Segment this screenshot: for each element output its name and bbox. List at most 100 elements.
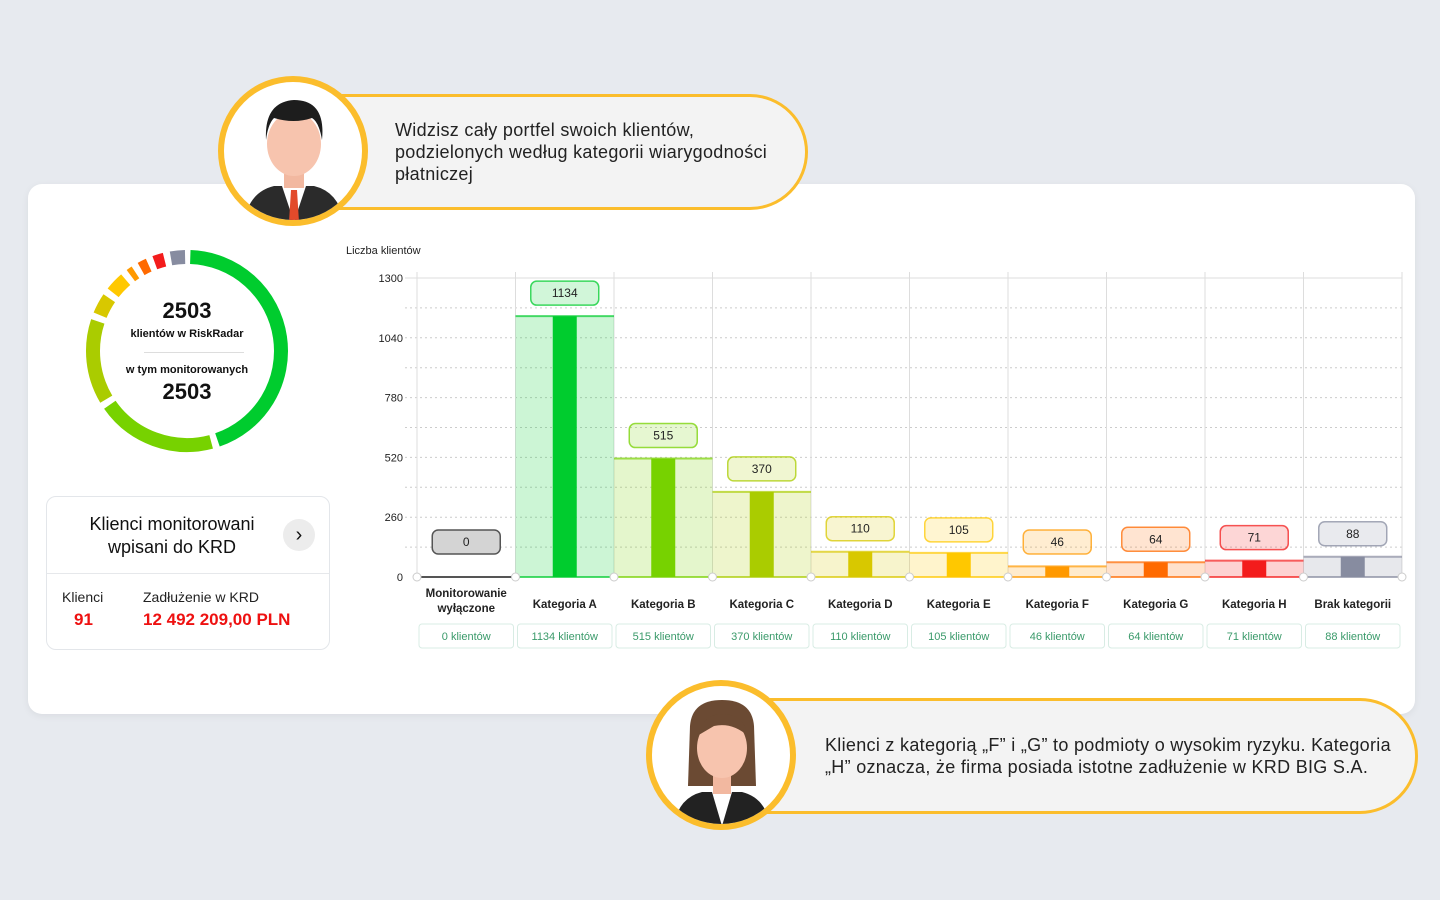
donut-segment — [107, 274, 131, 298]
category-label: Kategoria E — [927, 599, 991, 611]
bar — [1045, 566, 1070, 577]
krd-summary-card[interactable]: Klienci monitorowani wpisani do KRD › Kl… — [46, 496, 330, 650]
count-label-box — [812, 623, 908, 649]
count-label-box — [418, 623, 514, 649]
category-label-line: Kategoria E — [927, 599, 991, 611]
count-label: 370 klientów — [731, 631, 792, 643]
donut-segment — [104, 400, 213, 452]
y-tick-label: 260 — [385, 512, 403, 524]
count-label-box — [615, 623, 711, 649]
count-label-box — [911, 623, 1007, 649]
value-label-box — [628, 422, 698, 449]
businesswoman-avatar — [646, 680, 796, 830]
donut-ring — [86, 250, 288, 452]
total-clients: 2503 — [162, 298, 212, 323]
axis-node — [511, 572, 520, 582]
y-tick-label: 1040 — [379, 333, 403, 345]
value-label: 105 — [949, 523, 969, 537]
monitored-clients: 2503 — [162, 379, 212, 404]
bar — [1340, 556, 1365, 577]
donut-segment — [126, 266, 140, 282]
count-label: 515 klientów — [633, 631, 694, 643]
bar — [552, 316, 577, 577]
donut-segment — [152, 252, 167, 270]
axis-node — [1200, 572, 1210, 582]
count-label: 110 klientów — [830, 631, 890, 643]
category-label-line: Kategoria D — [828, 599, 893, 611]
bar — [1242, 560, 1267, 577]
debt-value: 12 492 209,00 PLN — [143, 610, 291, 629]
bar — [946, 552, 971, 577]
count-label-box — [1108, 623, 1204, 649]
axis-node — [905, 572, 914, 582]
value-label-box — [825, 515, 895, 542]
count-label: 46 klientów — [1030, 631, 1085, 643]
category-label: Kategoria C — [729, 599, 794, 611]
category-label-line: Kategoria G — [1123, 599, 1188, 611]
value-label: 370 — [752, 462, 772, 476]
chevron-right-icon: › — [295, 523, 303, 546]
value-label-box — [1121, 526, 1191, 553]
count-label-box — [1305, 623, 1401, 649]
value-label-box — [530, 280, 600, 306]
y-tick-label: 520 — [385, 452, 403, 464]
value-label: 64 — [1149, 532, 1163, 546]
man-icon — [244, 100, 344, 220]
category-label-line: Kategoria A — [533, 599, 597, 611]
y-tick-label: 780 — [385, 393, 403, 405]
category-label-line: Kategoria C — [729, 599, 794, 611]
clients-value: 91 — [74, 610, 93, 629]
krd-details-button[interactable]: › — [283, 519, 315, 551]
count-label: 1134 klientów — [532, 631, 599, 643]
donut-segment — [93, 294, 116, 319]
total-clients-label: klientów w RiskRadar — [130, 328, 244, 340]
value-label-box — [431, 529, 501, 555]
donut-segment — [190, 250, 288, 447]
axis-node — [1102, 572, 1111, 582]
category-label-line: wyłączone — [436, 603, 495, 615]
axis-node — [609, 572, 619, 582]
bar — [749, 491, 774, 577]
count-label: 64 klientów — [1128, 631, 1183, 643]
tooltip-text-top: Widzisz cały portfel swoich klientów, po… — [395, 120, 768, 184]
category-label-line: Monitorowanie — [426, 588, 507, 600]
donut-segment — [86, 319, 113, 403]
count-label: 88 klientów — [1325, 631, 1380, 643]
category-label: Kategoria B — [631, 599, 696, 611]
axis-node — [806, 572, 816, 582]
monitored-label: w tym monitorowanych — [125, 364, 249, 376]
category-label: Kategoria G — [1123, 599, 1188, 611]
count-label-box — [517, 623, 613, 649]
tooltip-bubble-bottom: Klienci z kategorią „F” i „G” to podmiot… — [760, 698, 1418, 814]
value-label-box — [1219, 524, 1289, 551]
value-label: 88 — [1346, 527, 1360, 541]
category-label-line: Kategoria F — [1026, 599, 1089, 611]
woman-icon — [674, 700, 770, 824]
donut-divider — [144, 352, 244, 353]
debt-label: Zadłużenie w KRD — [143, 589, 259, 605]
count-label-box — [1009, 623, 1105, 649]
y-axis-title: Liczba klientów — [346, 245, 421, 257]
category-label: Monitorowanie wyłączone — [426, 588, 507, 615]
count-label-box — [1206, 623, 1302, 649]
value-label-box — [727, 456, 797, 482]
tooltip-text-bottom: Klienci z kategorią „F” i „G” to podmiot… — [825, 735, 1391, 777]
category-label: Kategoria D — [828, 599, 893, 611]
category-label-line: Kategoria H — [1222, 599, 1287, 611]
category-label: Kategoria A — [533, 599, 597, 611]
clients-donut-chart: 2503 klientów w RiskRadar w tym monitoro… — [84, 248, 290, 454]
axis-node — [1299, 572, 1308, 582]
bar — [1143, 562, 1168, 577]
value-label: 46 — [1051, 535, 1065, 549]
tooltip-bubble-top: Widzisz cały portfel swoich klientów, po… — [330, 94, 808, 210]
count-label-box — [714, 623, 810, 649]
axis-node — [412, 572, 422, 582]
category-label: Kategoria H — [1222, 599, 1287, 611]
value-label: 515 — [653, 429, 673, 443]
value-label-box — [1318, 521, 1388, 547]
bar — [848, 551, 873, 577]
divider — [47, 573, 329, 574]
category-label: Kategoria F — [1026, 599, 1089, 611]
donut-segment — [169, 250, 186, 266]
